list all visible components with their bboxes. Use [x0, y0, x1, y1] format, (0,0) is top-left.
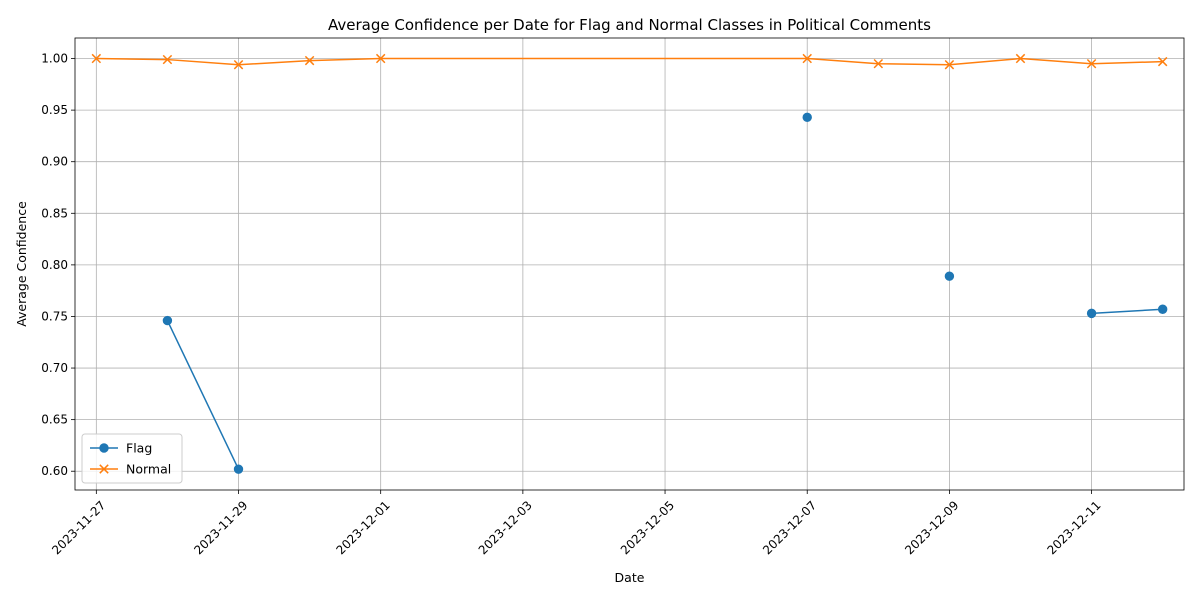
flag-data-point	[802, 112, 812, 123]
x-axis-label: Date	[615, 570, 645, 585]
y-axis: 0.60 0.65 0.70 0.75 0.80 0.85 0.90 0.95 1.00	[41, 52, 75, 478]
y-tick-label: 0.95	[41, 103, 68, 117]
normal-data-point	[233, 59, 244, 70]
plot-frame	[74, 37, 1185, 491]
normal-data-point	[304, 55, 315, 66]
normal-data-point	[375, 53, 386, 64]
flag-data-point	[233, 464, 244, 474]
y-tick-label: 0.90	[41, 155, 68, 169]
flag-line-segment	[166, 320, 240, 470]
normal-data-point	[802, 53, 812, 64]
normal-data-point	[1157, 56, 1168, 67]
legend: Flag Normal	[81, 433, 183, 484]
series-flag	[162, 112, 1168, 474]
y-tick-label: 0.60	[41, 464, 68, 478]
legend-item-flag: Flag	[90, 441, 152, 456]
y-tick-label: 1.00	[41, 52, 68, 66]
normal-data-point	[944, 59, 955, 70]
flag-data-point	[1086, 308, 1097, 319]
legend-label-normal: Normal	[126, 462, 171, 477]
normal-data-point	[1015, 53, 1026, 64]
normal-data-point	[91, 53, 102, 64]
flag-data-point	[944, 271, 955, 281]
legend-marker-flag	[99, 443, 109, 453]
chart-title: Average Confidence per Date for Flag and…	[328, 16, 931, 34]
legend-label-flag: Flag	[126, 441, 152, 456]
normal-data-point	[1086, 58, 1097, 69]
legend-item-normal: Normal	[90, 462, 171, 477]
legend-marker-normal	[99, 464, 109, 474]
normal-data-point	[873, 58, 884, 69]
y-axis-label: Average Confidence	[14, 201, 29, 327]
y-tick-label: 0.85	[41, 206, 68, 220]
series-normal	[91, 53, 1168, 70]
normal-data-point	[162, 54, 173, 65]
y-tick-label: 0.75	[41, 309, 68, 323]
y-tick-label: 0.80	[41, 258, 68, 272]
flag-line-segment	[1091, 308, 1163, 315]
flag-data-point	[162, 315, 173, 326]
y-tick-label: 0.70	[41, 361, 68, 375]
series-layer	[91, 53, 1168, 474]
y-tick-label: 0.65	[41, 413, 68, 427]
flag-data-point	[1157, 304, 1168, 314]
